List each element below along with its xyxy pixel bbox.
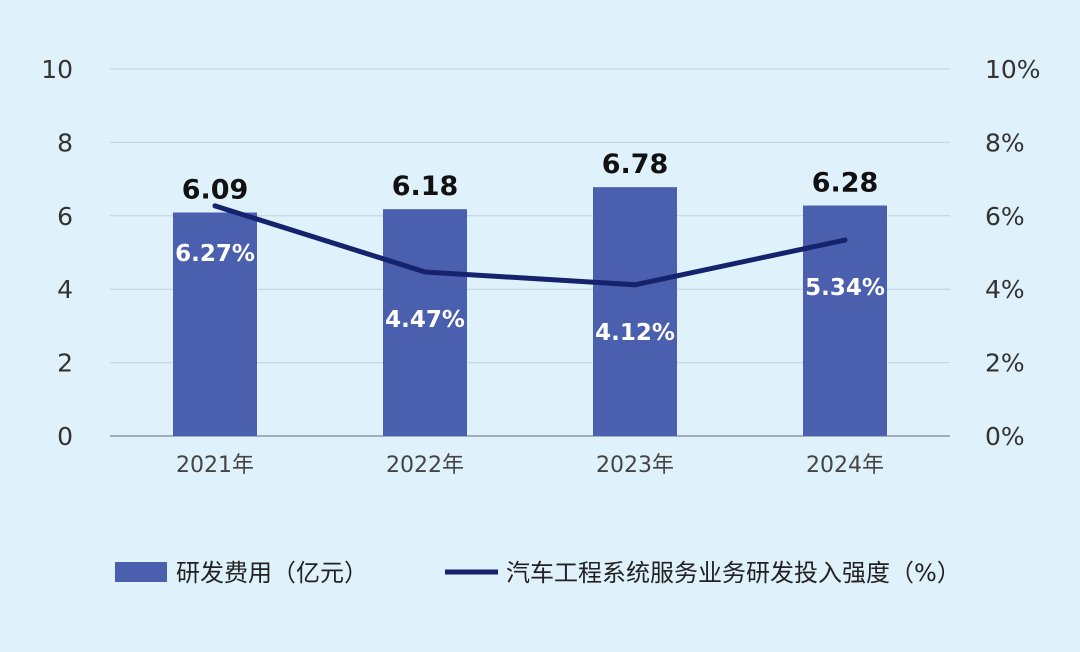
legend-line-label: 汽车工程系统服务业务研发投入强度（%）: [506, 559, 961, 587]
x-category-label: 2024年: [806, 453, 884, 478]
y-left-tick-label: 2: [57, 349, 73, 378]
y-right-tick-label: 2%: [985, 349, 1025, 378]
bar-value-label: 6.28: [812, 168, 879, 199]
line-path: [212, 203, 848, 288]
right-axis-ticks: 0% 2% 4% 6% 8% 10%: [985, 55, 1041, 451]
legend-bar-swatch: [115, 562, 167, 582]
bar-value-labels: 6.09 6.18 6.78 6.28: [182, 149, 879, 205]
left-axis-ticks: 0 2 4 6 8 10: [41, 55, 73, 451]
y-right-tick-label: 8%: [985, 128, 1025, 157]
y-left-tick-label: 0: [57, 422, 73, 451]
line-value-label: 4.47%: [385, 307, 465, 333]
bar-value-label: 6.09: [182, 174, 249, 205]
bar: [173, 212, 257, 436]
bar: [593, 187, 677, 436]
y-left-tick-label: 10: [41, 55, 73, 84]
line-point: [842, 237, 848, 243]
y-left-tick-label: 8: [57, 128, 73, 157]
y-right-tick-label: 6%: [985, 202, 1025, 231]
category-labels: 2021年 2022年 2023年 2024年: [176, 453, 884, 478]
bar-value-label: 6.78: [602, 149, 669, 180]
line-point: [632, 282, 638, 288]
bar-value-label: 6.18: [392, 171, 459, 202]
line-series: [212, 203, 848, 288]
line-value-label: 5.34%: [805, 275, 885, 301]
legend: 研发费用（亿元） 汽车工程系统服务业务研发投入强度（%）: [115, 559, 961, 587]
bar: [383, 209, 467, 436]
line-point: [212, 203, 218, 209]
line-value-label: 6.27%: [175, 241, 255, 267]
x-category-label: 2023年: [596, 453, 674, 478]
y-right-tick-label: 0%: [985, 422, 1025, 451]
x-category-label: 2021年: [176, 453, 254, 478]
x-category-label: 2022年: [386, 453, 464, 478]
line-point: [422, 269, 428, 275]
y-left-tick-label: 6: [57, 202, 73, 231]
legend-bar-label: 研发费用（亿元）: [176, 559, 368, 587]
bars: [173, 187, 887, 436]
y-left-tick-label: 4: [57, 275, 73, 304]
y-right-tick-label: 10%: [985, 55, 1041, 84]
line-value-label: 4.12%: [595, 320, 675, 346]
line-value-labels: 6.27% 4.47% 4.12% 5.34%: [175, 241, 885, 346]
y-right-tick-label: 4%: [985, 275, 1025, 304]
